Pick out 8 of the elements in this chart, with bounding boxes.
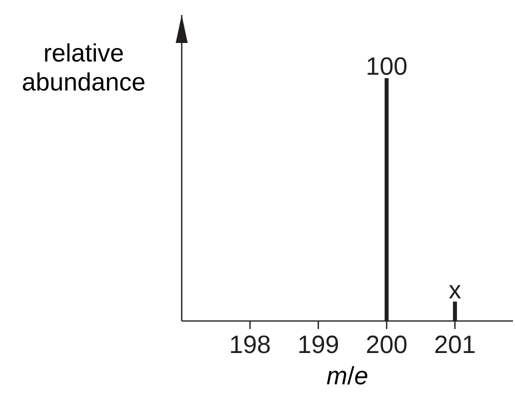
x-tick-label: 201 xyxy=(435,336,475,354)
x-tick-label: 200 xyxy=(367,336,406,354)
data-label: x xyxy=(448,285,461,298)
y-axis-title: relative abundance xyxy=(22,43,144,91)
data-label: 100 xyxy=(368,57,406,75)
x-tick-label: 199 xyxy=(299,336,338,354)
x-axis-title: m/e xyxy=(326,366,368,384)
x-tick-label: 198 xyxy=(231,336,270,354)
